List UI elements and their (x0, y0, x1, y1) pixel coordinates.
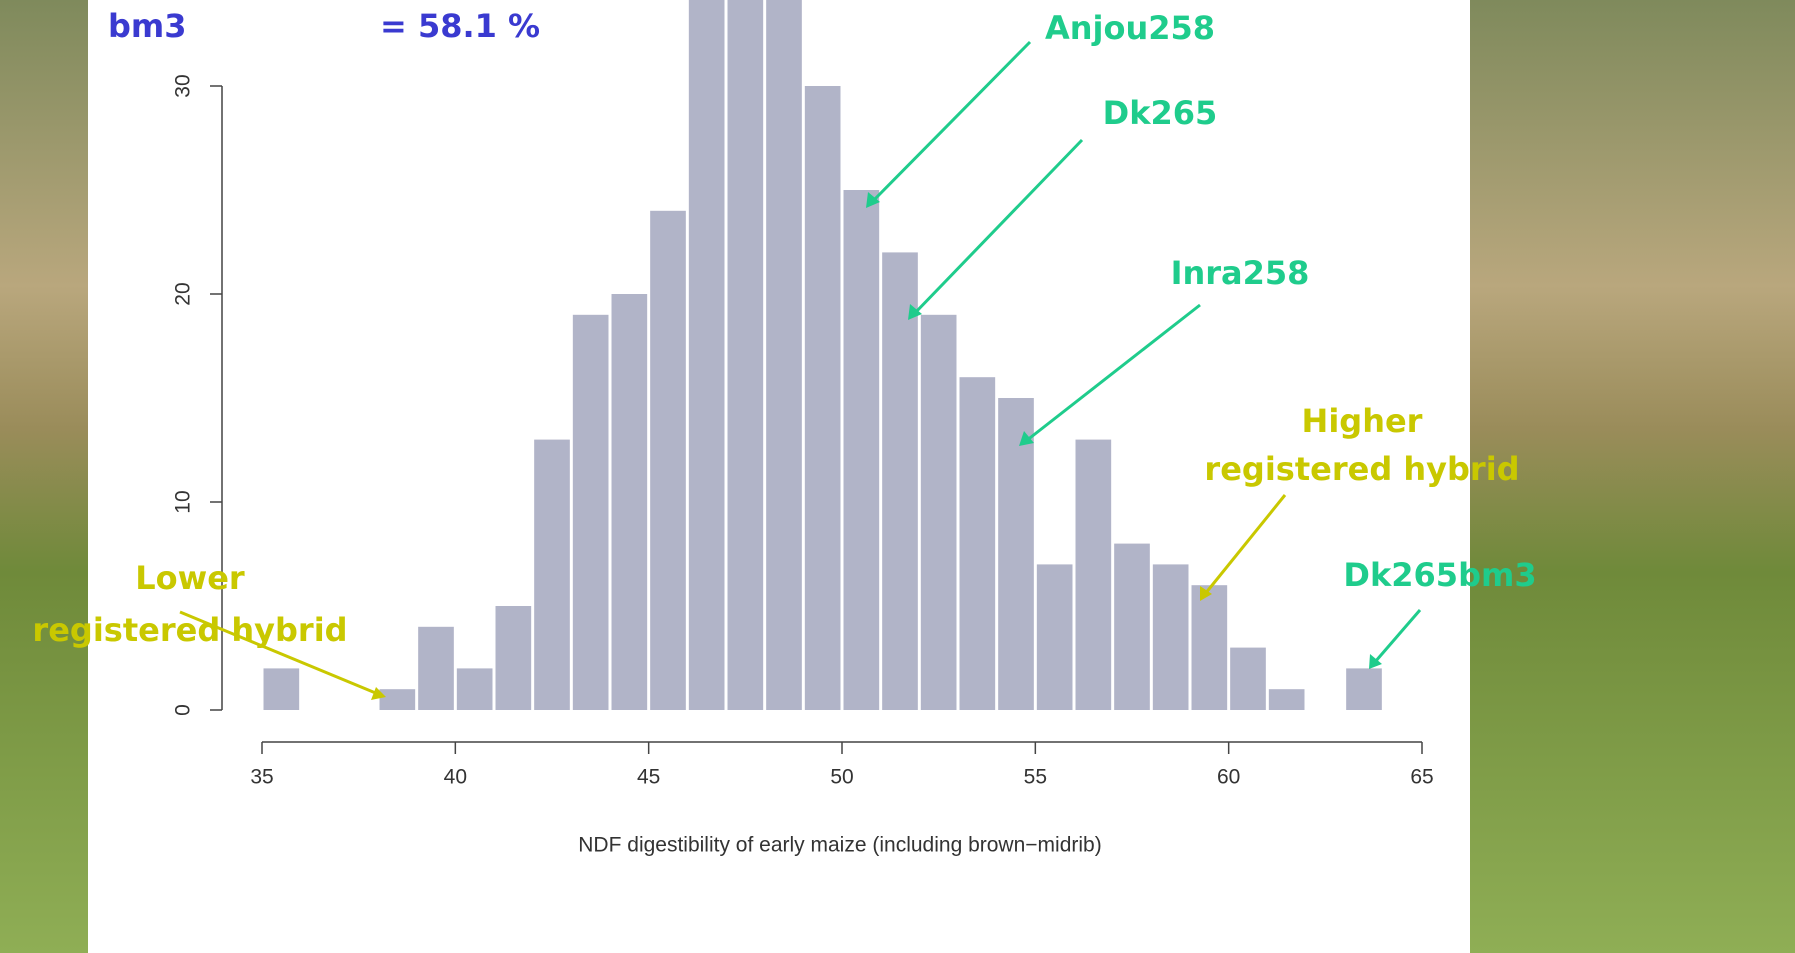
arrow (1203, 494, 1287, 595)
bar (1346, 668, 1382, 710)
annotation: Dk265bm3 (1343, 556, 1536, 594)
bar (843, 190, 880, 710)
x-tick-label: 45 (637, 766, 660, 789)
bar (804, 86, 841, 710)
y-tick-label: 20 (172, 282, 195, 305)
bar (1191, 585, 1228, 710)
bar (534, 439, 570, 710)
y-tick-label: 0 (172, 704, 195, 716)
bar (456, 668, 493, 710)
annotation: registered hybrid (1204, 450, 1519, 488)
annotation: Inra258 (1171, 254, 1310, 292)
arrow (912, 138, 1084, 316)
bar (379, 689, 416, 710)
annotation: = 58.1 % (380, 7, 540, 45)
bars (263, 0, 1382, 711)
bar (263, 668, 300, 710)
arrow-head (371, 687, 386, 700)
annotation-arrows (179, 40, 1422, 700)
bar (688, 0, 725, 710)
bar (1230, 647, 1266, 710)
annotation: registered hybrid (32, 611, 347, 649)
annotation: Lower (135, 559, 245, 597)
x-tick-label: 65 (1410, 766, 1433, 789)
arrow-head (908, 304, 922, 320)
bar (1152, 564, 1189, 710)
annotation: Anjou258 (1045, 9, 1215, 47)
bar (572, 314, 609, 710)
bar (495, 606, 532, 710)
bar (1036, 564, 1073, 710)
x-tick-label: 40 (444, 766, 467, 789)
annotation: Higher (1302, 402, 1423, 440)
bar (766, 0, 802, 710)
bar (998, 398, 1034, 710)
x-axis-label: NDF digestibility of early maize (includ… (578, 834, 1101, 857)
x-tick-label: 35 (250, 766, 273, 789)
x-tick-label: 55 (1024, 766, 1047, 789)
arrow-head (1019, 431, 1034, 446)
bar (1114, 543, 1150, 710)
bar (1268, 689, 1305, 710)
bar (727, 0, 764, 710)
bar (418, 626, 454, 710)
bar (959, 377, 996, 710)
arrow (1025, 303, 1201, 443)
arrow-head (1369, 654, 1382, 669)
bar (882, 252, 918, 710)
bar (611, 294, 648, 710)
y-tick-label: 10 (172, 490, 195, 513)
annotation: Dk265 (1103, 94, 1218, 132)
bar (1075, 439, 1112, 710)
arrow (179, 610, 379, 696)
annotation: bm3 (108, 7, 187, 45)
x-tick-label: 60 (1217, 766, 1240, 789)
bar (920, 314, 957, 710)
y-tick-label: 30 (172, 74, 195, 97)
arrow (1373, 609, 1422, 663)
arrow-head (866, 192, 880, 208)
x-tick-label: 50 (830, 766, 853, 789)
arrow-head (1200, 586, 1212, 601)
arrow (870, 40, 1032, 204)
bar (650, 210, 686, 711)
